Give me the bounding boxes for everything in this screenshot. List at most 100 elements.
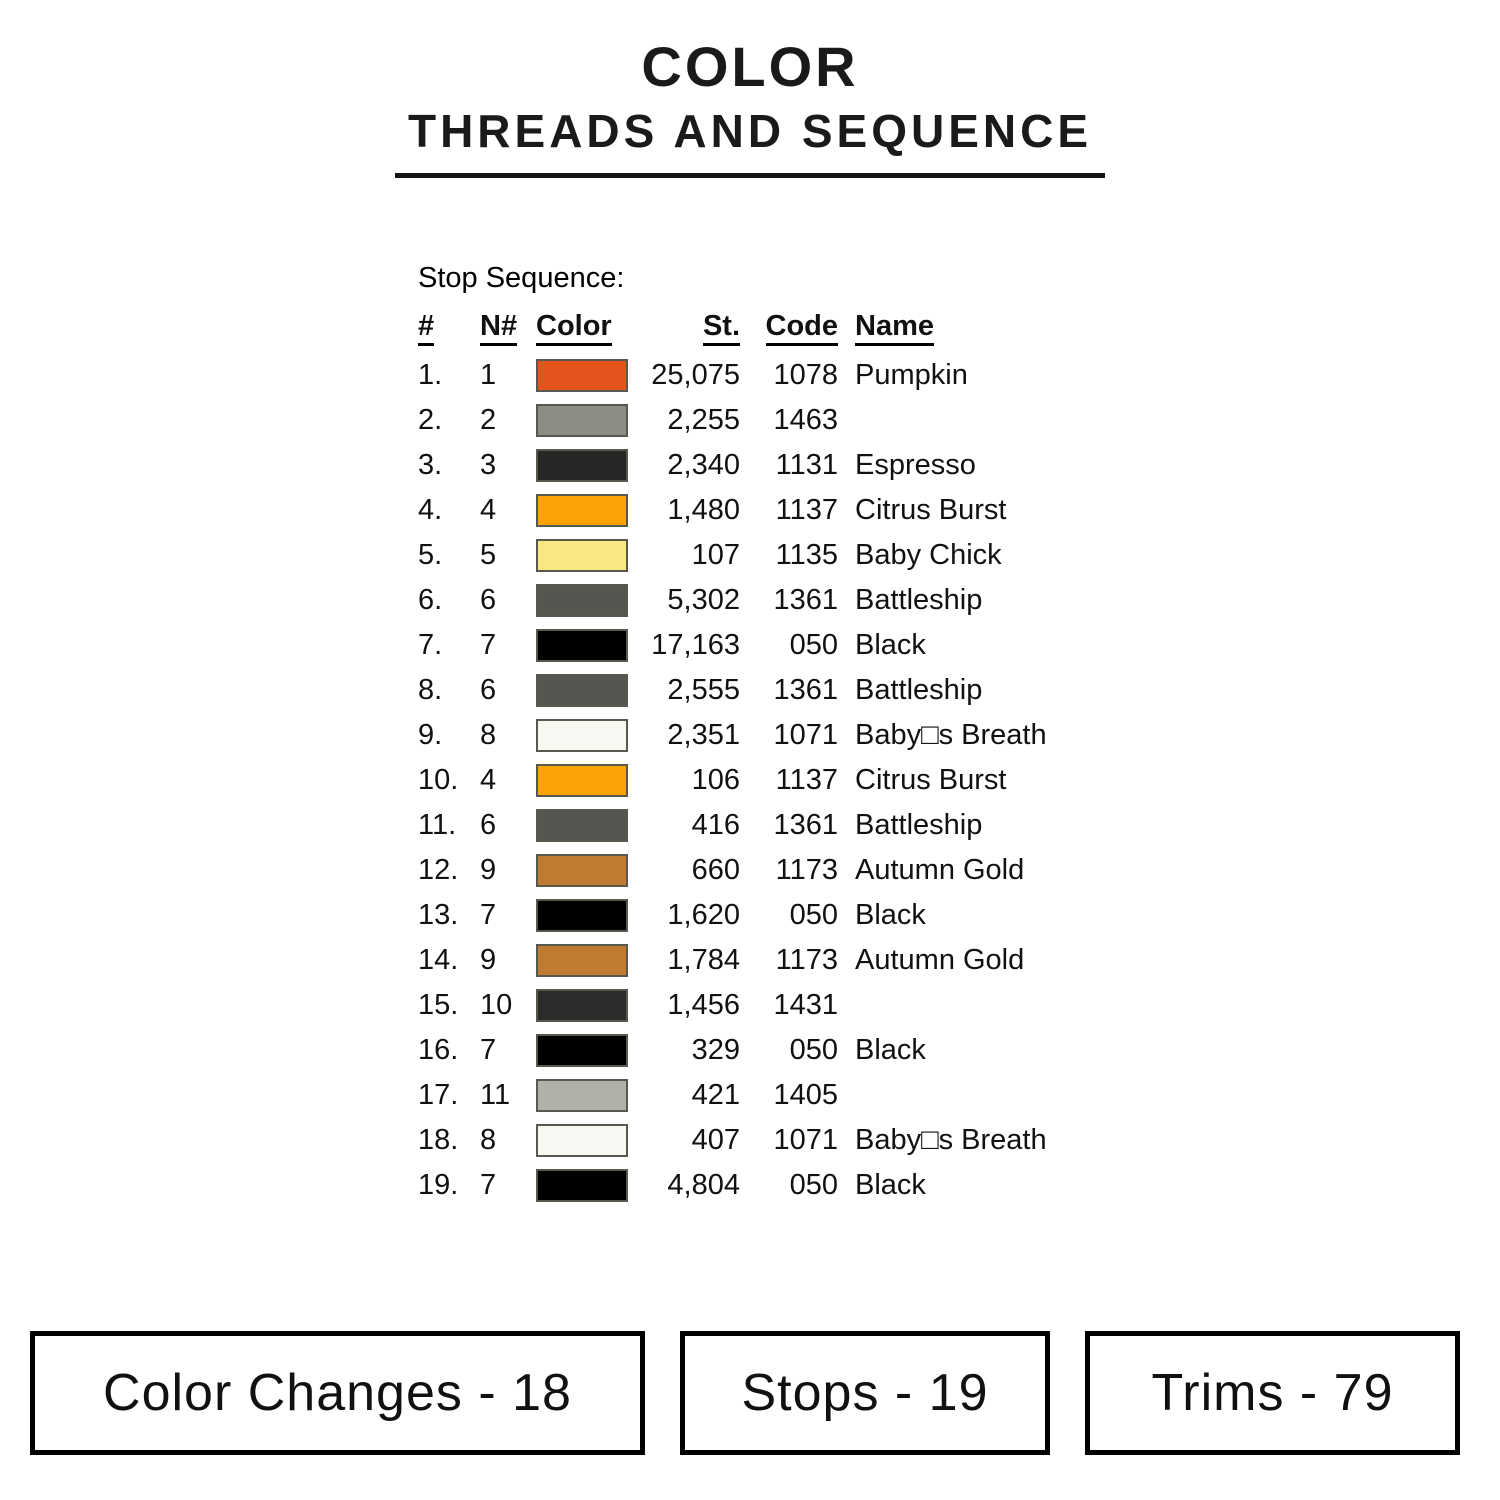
row-swatch-cell [536, 719, 628, 752]
table-row: 11. 6 416 1361 Battleship [418, 803, 1047, 848]
table-header-row: # N# Color St. Code Name [418, 311, 1047, 353]
stops-box: Stops - 19 [680, 1331, 1050, 1455]
row-needle-number: 6 [480, 809, 497, 841]
color-changes-label: Color Changes - 18 [103, 1364, 572, 1422]
row-seq-number: 14. [418, 944, 459, 976]
row-stitch-count: 2,351 [667, 719, 740, 751]
row-swatch-cell [536, 944, 628, 977]
table-row: 3. 3 2,340 1131 Espresso [418, 443, 1047, 488]
row-thread-code: 1431 [773, 989, 838, 1021]
row-swatch-cell [536, 449, 628, 482]
row-needle-number: 3 [480, 449, 497, 481]
row-thread-code: 1173 [775, 854, 838, 886]
col-header-stitches: St. [628, 311, 740, 347]
row-swatch-cell [536, 584, 628, 617]
table-row: 14. 9 1,784 1173 Autumn Gold [418, 938, 1047, 983]
row-seq-number: 13. [418, 899, 459, 931]
row-swatch-cell [536, 674, 628, 707]
table-row: 16. 7 329 050 Black [418, 1028, 1047, 1073]
row-seq-number: 3. [418, 449, 443, 481]
table-body: 1. 1 25,075 1078 Pumpkin 2. 2 2,255 1463… [418, 353, 1047, 1208]
table-row: 8. 6 2,555 1361 Battleship [418, 668, 1047, 713]
row-swatch-cell [536, 854, 628, 887]
row-thread-code: 050 [789, 1034, 838, 1066]
row-needle-number: 11 [480, 1079, 511, 1111]
row-needle-number: 7 [480, 1034, 497, 1066]
title-underline [395, 172, 1105, 178]
stop-sequence-label: Stop Sequence: [418, 262, 625, 294]
row-stitch-count: 1,480 [667, 494, 740, 526]
row-thread-name: Baby□s Breath [855, 1124, 1047, 1156]
row-thread-name: Autumn Gold [855, 854, 1025, 886]
row-thread-name: Black [855, 1034, 926, 1066]
col-header-code: Code [740, 311, 838, 347]
row-seq-number: 16. [418, 1034, 459, 1066]
row-stitch-count: 329 [691, 1034, 740, 1066]
row-stitch-count: 5,302 [667, 584, 740, 616]
color-swatch [536, 494, 628, 527]
row-seq-number: 4. [418, 494, 443, 526]
color-swatch [536, 944, 628, 977]
row-swatch-cell [536, 1169, 628, 1202]
color-swatch [536, 854, 628, 887]
row-swatch-cell [536, 809, 628, 842]
table-row: 13. 7 1,620 050 Black [418, 893, 1047, 938]
row-thread-name: Battleship [855, 584, 983, 616]
row-needle-number: 4 [480, 494, 497, 526]
row-needle-number: 4 [480, 764, 497, 796]
table-row: 12. 9 660 1173 Autumn Gold [418, 848, 1047, 893]
row-stitch-count: 1,620 [667, 899, 740, 931]
table-row: 1. 1 25,075 1078 Pumpkin [418, 353, 1047, 398]
row-seq-number: 2. [418, 404, 443, 436]
row-needle-number: 2 [480, 404, 497, 436]
table-row: 10. 4 106 1137 Citrus Burst [418, 758, 1047, 803]
row-stitch-count: 2,340 [667, 449, 740, 481]
row-thread-code: 1173 [775, 944, 838, 976]
trims-box: Trims - 79 [1085, 1331, 1460, 1455]
row-seq-number: 9. [418, 719, 443, 751]
color-swatch [536, 1124, 628, 1157]
row-swatch-cell [536, 629, 628, 662]
row-seq-number: 17. [418, 1079, 459, 1111]
row-swatch-cell [536, 1079, 628, 1112]
color-swatch [536, 539, 628, 572]
color-swatch [536, 899, 628, 932]
table-row: 6. 6 5,302 1361 Battleship [418, 578, 1047, 623]
color-swatch [536, 449, 628, 482]
page-subtitle: THREADS AND SEQUENCE [407, 104, 1093, 157]
row-thread-code: 1361 [773, 674, 838, 706]
color-swatch [536, 359, 628, 392]
color-swatch [536, 719, 628, 752]
page-title: COLOR [641, 35, 859, 98]
table-row: 15. 10 1,456 1431 [418, 983, 1047, 1028]
row-swatch-cell [536, 539, 628, 572]
color-swatch [536, 809, 628, 842]
color-swatch [536, 1169, 628, 1202]
row-thread-code: 1071 [773, 1124, 838, 1156]
color-changes-box: Color Changes - 18 [30, 1331, 645, 1455]
row-swatch-cell [536, 1034, 628, 1067]
color-swatch [536, 404, 628, 437]
row-stitch-count: 416 [691, 809, 740, 841]
row-seq-number: 19. [418, 1169, 459, 1201]
row-seq-number: 12. [418, 854, 459, 886]
row-thread-code: 1078 [773, 359, 838, 391]
table-row: 18. 8 407 1071 Baby□s Breath [418, 1118, 1047, 1163]
row-stitch-count: 407 [691, 1124, 740, 1156]
trims-label: Trims - 79 [1151, 1364, 1394, 1422]
row-thread-code: 1405 [773, 1079, 838, 1111]
row-thread-name: Pumpkin [855, 359, 968, 391]
row-thread-name: Citrus Burst [855, 764, 1007, 796]
color-swatch [536, 629, 628, 662]
row-stitch-count: 421 [691, 1079, 740, 1111]
row-seq-number: 18. [418, 1124, 459, 1156]
row-thread-name: Citrus Burst [855, 494, 1007, 526]
color-swatch [536, 674, 628, 707]
row-seq-number: 6. [418, 584, 443, 616]
row-swatch-cell [536, 359, 628, 392]
color-swatch [536, 1079, 628, 1112]
stops-label: Stops - 19 [741, 1364, 989, 1422]
row-thread-code: 1137 [775, 494, 838, 526]
row-needle-number: 6 [480, 674, 497, 706]
